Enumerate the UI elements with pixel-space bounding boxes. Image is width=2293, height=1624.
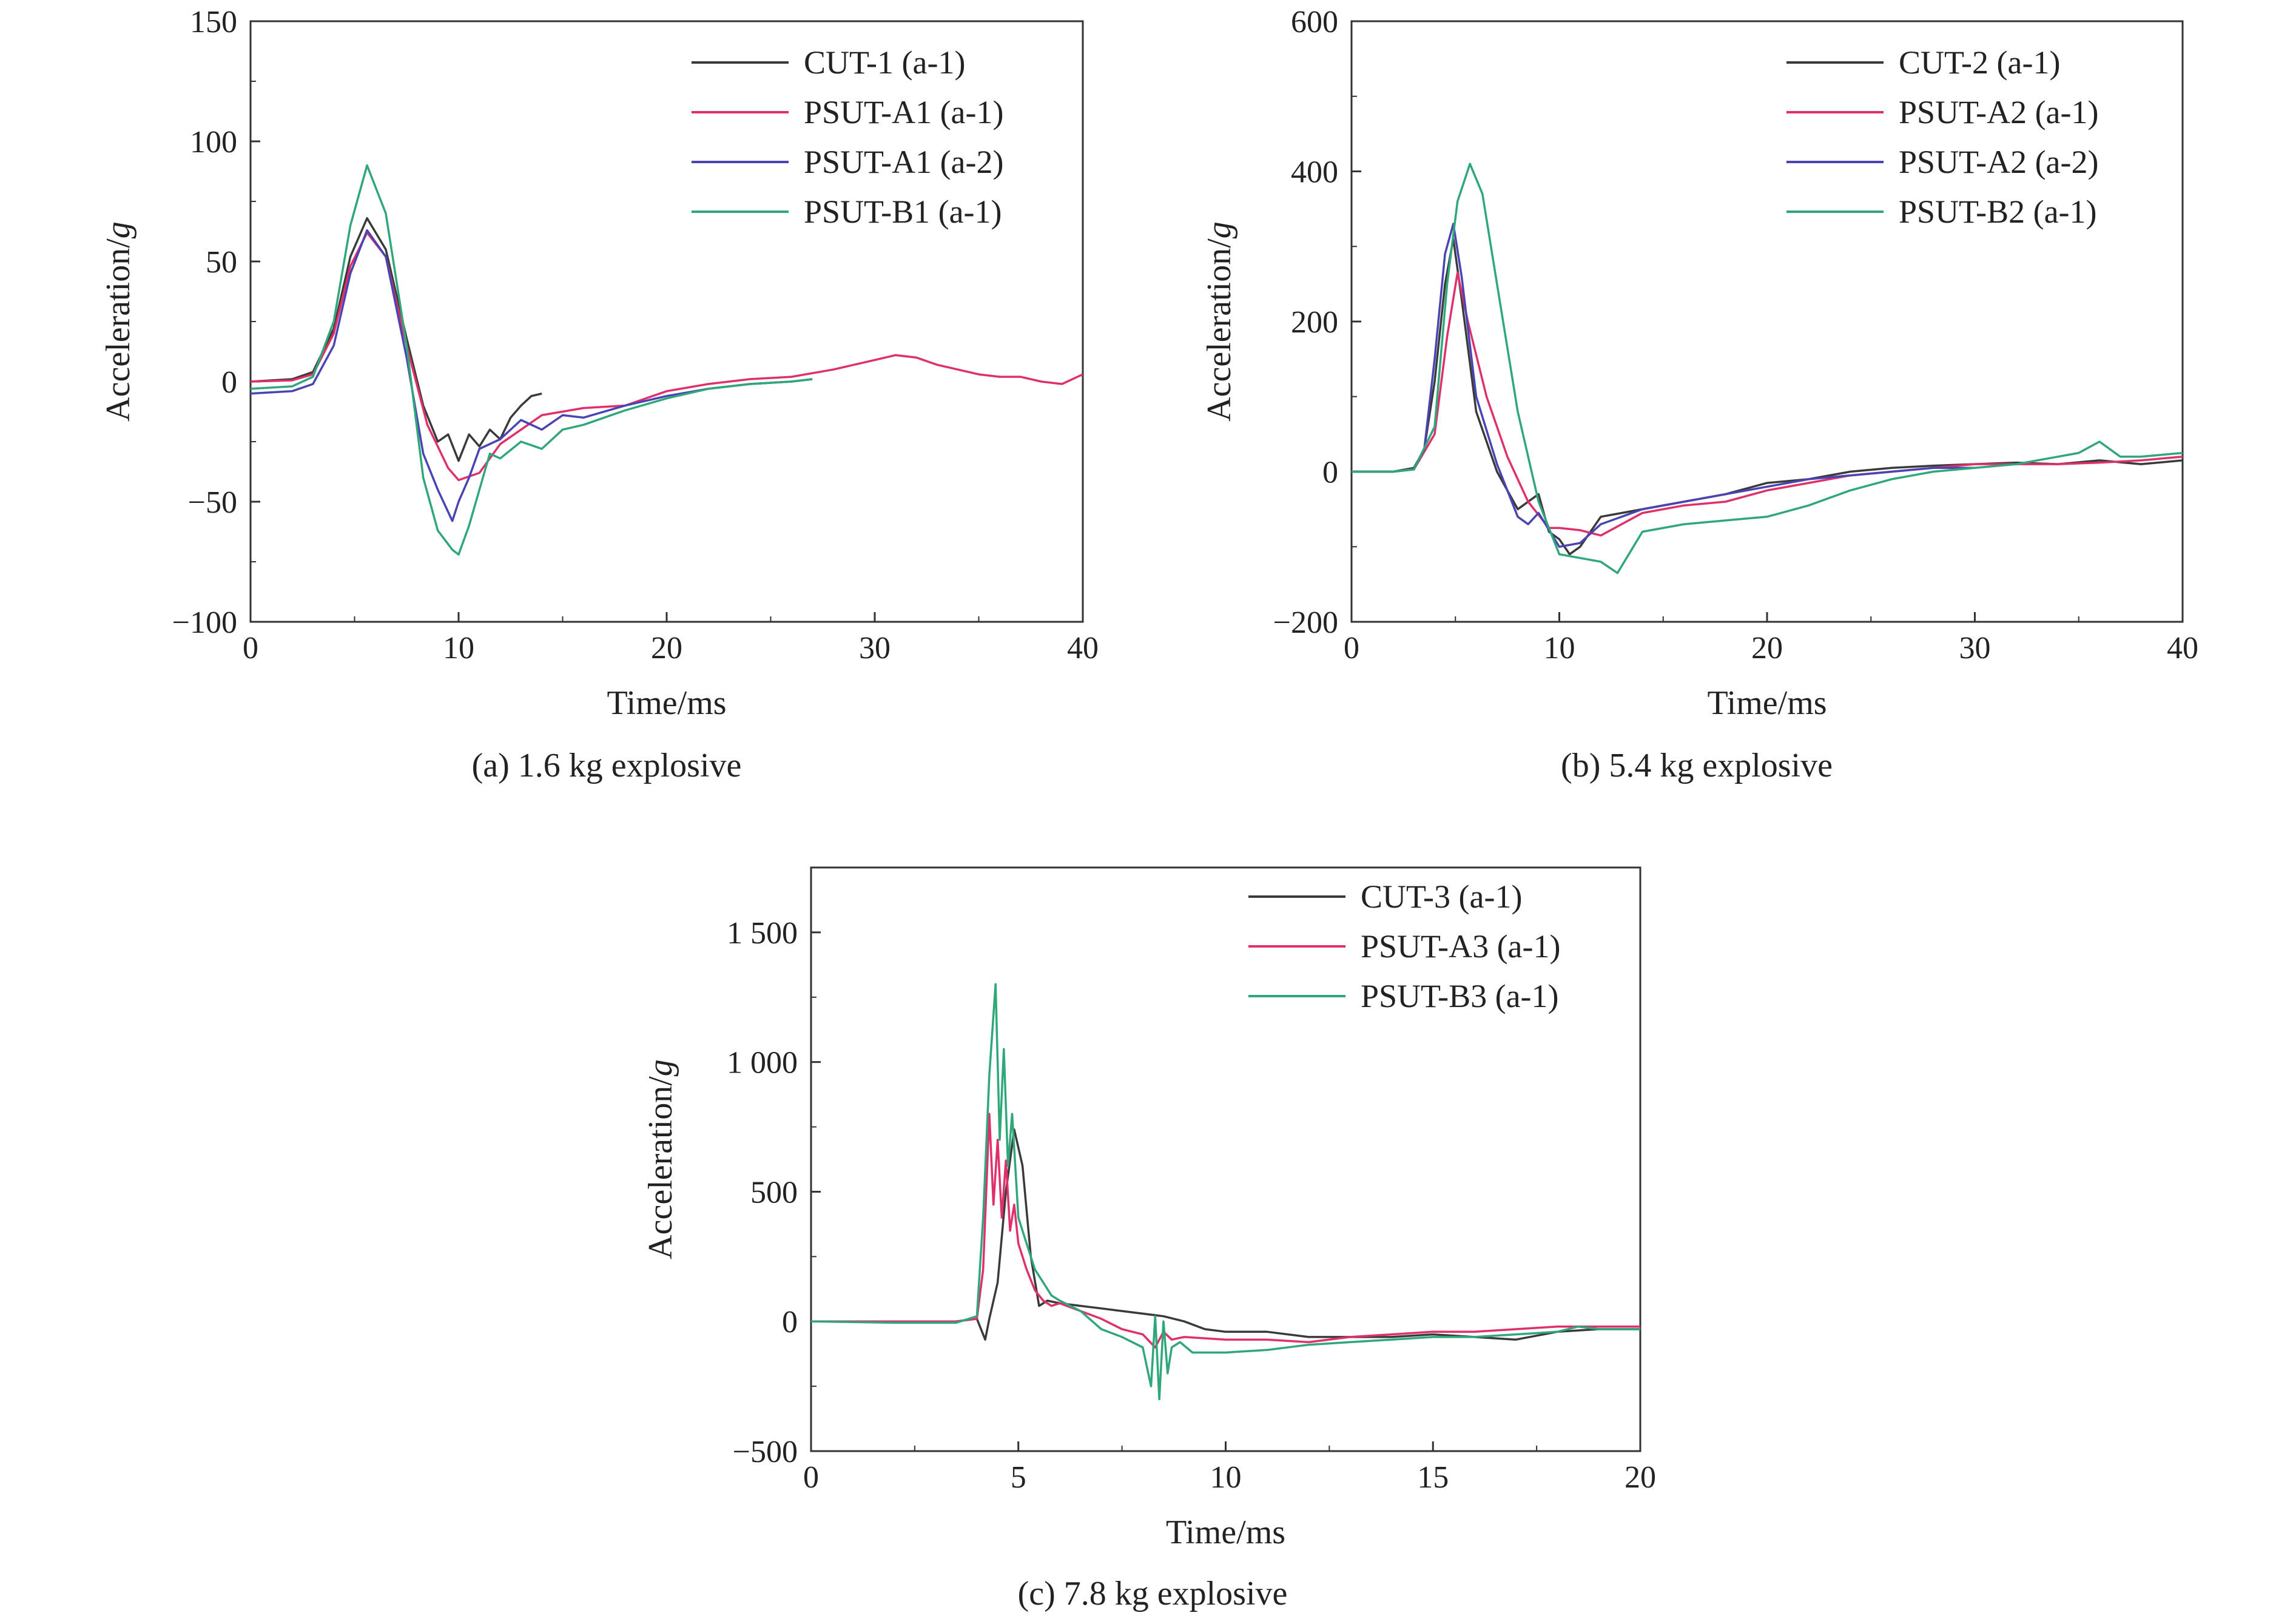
x-tick-label: 40 bbox=[1067, 631, 1099, 665]
legend-label: PSUT-B2 (a-1) bbox=[1899, 194, 2097, 230]
y-tick-label: −50 bbox=[188, 485, 237, 520]
caption-panel-a: (a) 1.6 kg explosive bbox=[471, 747, 742, 784]
y-tick-label: 1 500 bbox=[727, 916, 798, 951]
y-tick-label: −100 bbox=[172, 605, 237, 640]
legend-label: PSUT-A3 (a-1) bbox=[1361, 928, 1560, 965]
y-tick-label: 150 bbox=[190, 5, 237, 39]
series-line-psut-a2-a-2- bbox=[1352, 223, 1975, 548]
legend-label: PSUT-B1 (a-1) bbox=[804, 194, 1002, 230]
x-tick-label: 30 bbox=[859, 631, 891, 665]
x-tick-label: 20 bbox=[651, 631, 682, 665]
y-tick-label: 400 bbox=[1291, 155, 1338, 190]
series-line-psut-b3-a-1- bbox=[811, 983, 1640, 1401]
series-line-cut-1-a-1- bbox=[251, 217, 542, 462]
legend-label: CUT-2 (a-1) bbox=[1899, 44, 2060, 81]
series-line-psut-a3-a-1- bbox=[811, 1113, 1640, 1349]
series-line-psut-b2-a-1- bbox=[1352, 163, 2183, 574]
y-tick-label: 600 bbox=[1291, 5, 1338, 39]
legend-label: PSUT-A2 (a-1) bbox=[1899, 94, 2098, 130]
x-axis-label: Time/ms bbox=[1166, 1514, 1285, 1551]
x-tick-label: 0 bbox=[1344, 631, 1359, 665]
legend-label: PSUT-B3 (a-1) bbox=[1361, 978, 1559, 1014]
series-line-cut-3-a-1- bbox=[811, 1128, 1640, 1341]
caption-panel-b: (b) 5.4 kg explosive bbox=[1561, 747, 1833, 784]
x-tick-label: 20 bbox=[1751, 631, 1783, 665]
x-tick-label: 20 bbox=[1625, 1460, 1656, 1495]
y-axis-label: Acceleration/g bbox=[1200, 221, 1238, 422]
y-tick-label: 200 bbox=[1291, 305, 1338, 340]
x-tick-label: 0 bbox=[803, 1460, 819, 1495]
legend-label: PSUT-A1 (a-1) bbox=[804, 94, 1003, 130]
y-tick-label: 0 bbox=[782, 1305, 798, 1339]
x-tick-label: 0 bbox=[243, 631, 258, 665]
legend-label: PSUT-A1 (a-2) bbox=[804, 144, 1003, 180]
series-line-psut-a1-a-2- bbox=[251, 229, 813, 522]
x-tick-label: 15 bbox=[1417, 1460, 1449, 1495]
caption-panel-c: (c) 7.8 kg explosive bbox=[1017, 1575, 1288, 1612]
y-tick-label: 500 bbox=[750, 1175, 798, 1210]
series-line-psut-a1-a-1- bbox=[251, 231, 1083, 482]
y-axis-label: Acceleration/g bbox=[642, 1059, 679, 1259]
legend-label: CUT-3 (a-1) bbox=[1361, 878, 1522, 915]
x-axis-label: Time/ms bbox=[1707, 684, 1827, 722]
x-axis-label: Time/ms bbox=[607, 684, 726, 722]
legend-label: CUT-1 (a-1) bbox=[804, 44, 965, 81]
x-tick-label: 10 bbox=[1544, 631, 1575, 665]
x-tick-label: 10 bbox=[443, 631, 474, 665]
series-line-psut-a2-a-1- bbox=[1352, 271, 2183, 537]
x-tick-label: 10 bbox=[1210, 1460, 1242, 1495]
y-tick-label: 1 000 bbox=[727, 1046, 798, 1080]
legend-label: PSUT-A2 (a-2) bbox=[1899, 144, 2098, 180]
y-tick-label: 0 bbox=[221, 365, 237, 400]
y-axis-label: Acceleration/g bbox=[99, 221, 137, 422]
y-tick-label: 50 bbox=[206, 245, 237, 280]
chart-panel-b: 0 10 20 30 40−2000200400600Time/msAccelerati… bbox=[1200, 5, 2198, 722]
x-tick-label: 30 bbox=[1959, 631, 1991, 665]
y-tick-label: 0 bbox=[1322, 456, 1338, 490]
x-tick-label: 5 bbox=[1011, 1460, 1026, 1495]
y-tick-label: −200 bbox=[1273, 605, 1338, 640]
y-tick-label: 100 bbox=[190, 125, 237, 160]
chart-panel-a: 0 10 20 30 40 −100 −50 0 50 100 150 Time/ms Accelera… bbox=[99, 5, 1099, 722]
y-tick-label: −500 bbox=[733, 1435, 798, 1469]
series-line-psut-b1-a-1- bbox=[251, 164, 813, 556]
x-tick-label: 40 bbox=[2167, 631, 2198, 665]
